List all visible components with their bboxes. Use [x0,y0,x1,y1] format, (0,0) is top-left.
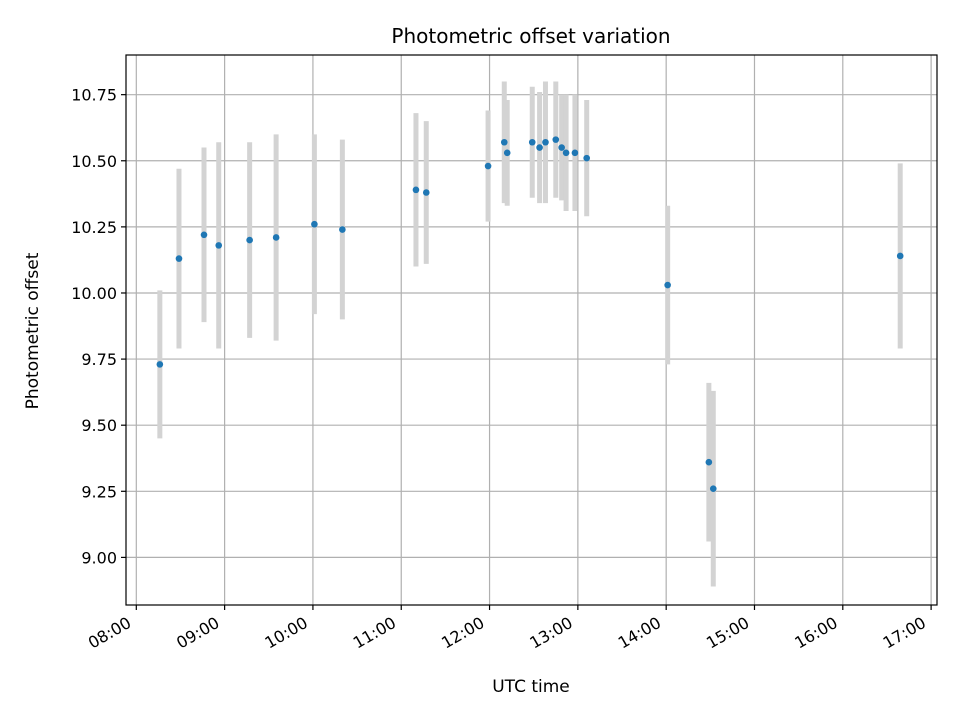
data-point [552,136,560,143]
y-tick-label: 9.25 [81,482,117,501]
data-point [500,138,508,146]
chart-title: Photometric offset variation [391,24,670,48]
data-point [156,361,164,368]
data-point [583,154,590,162]
data-point [246,236,253,244]
data-point [422,189,430,196]
y-tick-label: 10.75 [71,86,117,105]
y-axis-ticks: 9.00 9.25 9.50 9.75 10.00 10.25 10.50 10.75 [71,86,126,567]
data-point [311,220,318,228]
data-point [709,485,717,492]
y-tick-label: 9.50 [81,416,117,435]
y-tick-label: 9.00 [81,548,117,567]
plot-frame [125,54,938,606]
data-point [562,149,570,157]
y-tick-label: 10.00 [71,284,117,303]
data-point [528,138,536,146]
data-point [272,234,280,241]
y-tick-label: 10.25 [71,218,117,237]
y-tick-label: 9.75 [81,350,117,369]
data-point [705,458,713,466]
data-point [175,255,183,262]
data-point [542,138,549,146]
data-point [484,162,492,170]
y-tick-label: 10.50 [71,152,117,171]
y-axis-title: Photometric offset [23,252,43,409]
data-point [200,231,208,239]
data-point [664,281,671,289]
data-point [215,242,223,249]
data-point [412,186,420,194]
point-layer [156,136,904,492]
data-point [339,226,346,233]
x-axis-title: UTC time [492,677,570,697]
data-point [503,149,511,157]
data-point [571,149,579,157]
data-point [536,144,543,151]
data-point [896,252,904,260]
data-point [558,144,565,151]
